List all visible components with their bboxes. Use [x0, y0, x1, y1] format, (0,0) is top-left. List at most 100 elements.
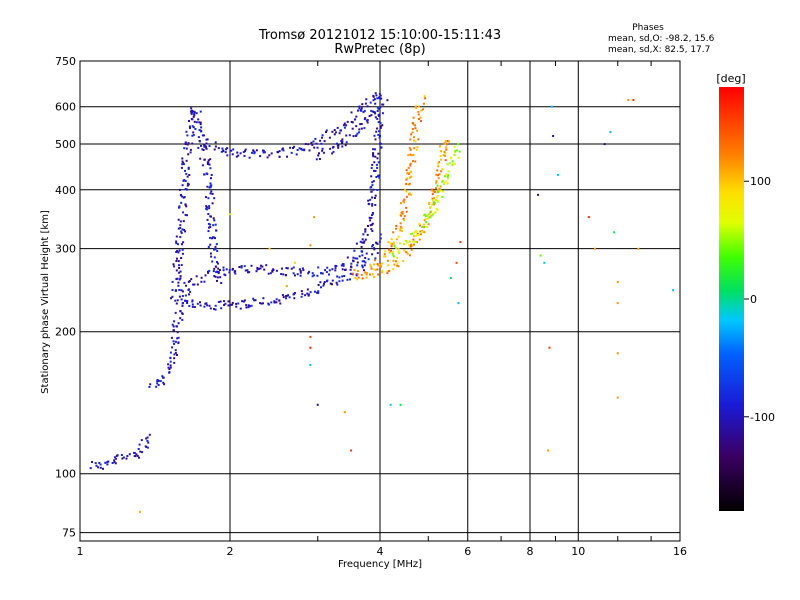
data-point: [207, 271, 210, 274]
data-point: [371, 110, 374, 113]
data-point: [313, 146, 316, 149]
data-point: [341, 140, 344, 143]
data-point: [414, 140, 417, 143]
data-point: [587, 216, 590, 219]
data-point: [437, 200, 440, 203]
data-point: [91, 461, 93, 463]
data-point: [364, 238, 367, 241]
data-point: [225, 148, 227, 151]
data-point: [213, 275, 216, 278]
data-point: [354, 118, 357, 121]
data-point: [388, 270, 391, 272]
data-point: [394, 260, 397, 263]
data-point: [99, 466, 102, 469]
data-point: [374, 92, 377, 95]
data-point: [220, 307, 223, 310]
data-point: [413, 124, 416, 127]
data-point: [444, 152, 447, 155]
data-point: [209, 192, 212, 195]
data-point: [192, 115, 195, 118]
data-point: [328, 136, 331, 139]
data-point: [195, 112, 198, 115]
data-point: [315, 142, 318, 145]
data-point: [198, 121, 201, 124]
data-point: [170, 336, 173, 339]
data-point: [271, 270, 274, 273]
data-point: [323, 282, 325, 285]
data-point: [360, 245, 363, 248]
data-point: [176, 277, 179, 280]
colorbar-label: [deg]: [716, 72, 745, 85]
data-point: [403, 198, 406, 201]
data-point: [381, 262, 384, 265]
data-point: [372, 95, 375, 98]
data-point: [356, 270, 359, 272]
data-point: [355, 242, 358, 245]
data-point: [226, 147, 229, 150]
data-point: [175, 240, 178, 243]
data-point: [285, 297, 287, 300]
data-point: [169, 351, 172, 354]
data-point: [350, 111, 353, 114]
data-point: [431, 193, 434, 196]
data-point: [213, 197, 216, 200]
data-point: [379, 263, 382, 266]
data-point: [176, 325, 178, 328]
data-point: [203, 134, 205, 137]
data-point: [399, 222, 402, 225]
data-point: [282, 273, 285, 276]
data-point: [177, 218, 180, 221]
data-point: [408, 192, 411, 195]
data-point: [312, 140, 315, 143]
data-point: [253, 152, 256, 155]
data-point: [181, 243, 183, 246]
data-point: [209, 252, 212, 255]
data-point: [269, 272, 272, 275]
data-point: [402, 260, 405, 262]
data-point: [373, 276, 376, 278]
data-point: [397, 265, 400, 268]
data-point: [184, 213, 187, 216]
data-point: [308, 149, 311, 152]
data-point: [178, 271, 181, 274]
data-point: [383, 253, 386, 256]
data-point: [342, 124, 345, 127]
data-point: [386, 272, 389, 275]
data-point: [303, 148, 306, 151]
data-point: [363, 260, 366, 263]
data-point: [436, 194, 439, 197]
data-point: [219, 276, 222, 279]
data-point: [428, 216, 431, 219]
data-point: [176, 249, 179, 252]
colorbar: [719, 87, 744, 511]
data-point: [231, 303, 234, 306]
data-point: [179, 194, 182, 196]
data-point: [405, 183, 408, 185]
data-point: [616, 352, 619, 355]
data-point: [185, 147, 188, 150]
data-point: [366, 271, 369, 274]
data-point: [95, 464, 98, 467]
data-point: [180, 230, 183, 233]
data-point: [409, 153, 412, 156]
data-point: [447, 174, 450, 177]
data-point: [399, 242, 402, 245]
data-point: [335, 131, 337, 134]
data-point: [366, 233, 369, 236]
data-point: [203, 280, 206, 283]
data-point: [405, 195, 408, 198]
data-point: [171, 346, 174, 349]
data-point: [413, 136, 415, 139]
data-point: [242, 300, 245, 303]
data-point: [208, 207, 211, 210]
data-point: [441, 179, 444, 182]
data-point: [193, 306, 196, 308]
data-point: [139, 450, 142, 453]
data-point: [351, 127, 354, 130]
data-point: [416, 146, 419, 149]
data-point: [179, 317, 182, 320]
data-point: [190, 118, 193, 120]
data-point: [192, 133, 195, 136]
data-point: [440, 170, 443, 173]
data-point: [188, 293, 190, 296]
